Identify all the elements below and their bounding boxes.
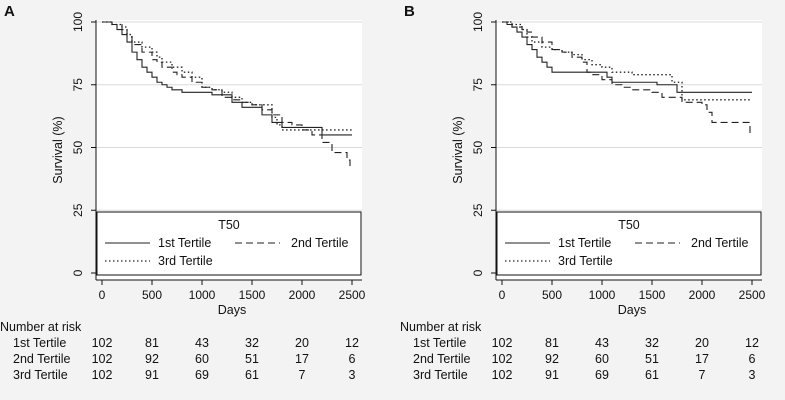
y-tick-label: 25 bbox=[71, 203, 85, 217]
legend-title: T50 bbox=[218, 218, 240, 232]
x-tick-label: 0 bbox=[499, 288, 506, 302]
risk-value: 61 bbox=[245, 368, 259, 382]
x-tick-label: 0 bbox=[99, 288, 106, 302]
legend-entry-1: 1st Tertile bbox=[158, 236, 211, 250]
legend: T50 1st Tertile 2nd Tertile 3rd Tertile bbox=[496, 211, 762, 276]
legend-entry-2: 2nd Tertile bbox=[691, 236, 748, 250]
x-tick-label: 2500 bbox=[739, 288, 766, 302]
risk-value: 60 bbox=[195, 352, 209, 366]
risk-row-label: 1st Tertile bbox=[13, 336, 66, 350]
risk-value: 102 bbox=[92, 368, 113, 382]
risk-value: 92 bbox=[545, 352, 559, 366]
risk-value: 102 bbox=[92, 336, 113, 350]
risk-table-title: Number at risk bbox=[400, 320, 482, 334]
risk-value: 81 bbox=[545, 336, 559, 350]
y-tick-label: 75 bbox=[471, 78, 485, 92]
x-tick-label: 500 bbox=[542, 288, 562, 302]
y-tick-label: 0 bbox=[471, 269, 485, 276]
panel-label: B bbox=[404, 3, 415, 20]
risk-row-label: 2nd Tertile bbox=[413, 352, 470, 366]
legend-entry-3: 3rd Tertile bbox=[158, 254, 213, 268]
y-tick-label: 50 bbox=[471, 141, 485, 155]
risk-value: 43 bbox=[595, 336, 609, 350]
legend-entry-3: 3rd Tertile bbox=[558, 254, 613, 268]
km-curve-1 bbox=[502, 21, 752, 93]
risk-value: 91 bbox=[545, 368, 559, 382]
x-tick-label: 1500 bbox=[639, 288, 666, 302]
risk-value: 17 bbox=[295, 352, 309, 366]
risk-table: Number at risk 1st Tertile 102 81 43 32 20 12 2n… bbox=[400, 320, 759, 382]
risk-value: 12 bbox=[745, 336, 759, 350]
risk-table-title: Number at risk bbox=[0, 320, 82, 334]
y-tick-label: 0 bbox=[71, 269, 85, 276]
km-curve-3 bbox=[102, 21, 352, 131]
risk-value: 3 bbox=[349, 368, 356, 382]
risk-value: 92 bbox=[145, 352, 159, 366]
risk-value: 20 bbox=[295, 336, 309, 350]
panel-label: A bbox=[4, 3, 15, 20]
risk-value: 51 bbox=[245, 352, 259, 366]
y-tick-label: 75 bbox=[71, 78, 85, 92]
risk-value: 81 bbox=[145, 336, 159, 350]
x-tick-label: 2000 bbox=[689, 288, 716, 302]
x-axis-label: Days bbox=[218, 303, 246, 317]
risk-value: 102 bbox=[492, 352, 513, 366]
y-axis-label: Survival (%) bbox=[51, 116, 65, 183]
risk-value: 102 bbox=[492, 336, 513, 350]
legend-entry-1: 1st Tertile bbox=[558, 236, 611, 250]
risk-table: Number at risk 1st Tertile 102 81 43 32 20 12 2n… bbox=[0, 320, 359, 382]
risk-value: 7 bbox=[699, 368, 706, 382]
y-axis-label: Survival (%) bbox=[451, 116, 465, 183]
km-curve-3 bbox=[502, 21, 752, 101]
x-tick-label: 500 bbox=[142, 288, 162, 302]
risk-value: 6 bbox=[749, 352, 756, 366]
risk-value: 60 bbox=[595, 352, 609, 366]
y-tick-label: 100 bbox=[71, 12, 85, 32]
km-curve-2 bbox=[102, 21, 352, 169]
x-tick-label: 1000 bbox=[589, 288, 616, 302]
y-tick-label: 50 bbox=[71, 141, 85, 155]
x-tick-label: 2000 bbox=[289, 288, 316, 302]
x-tick-label: 2500 bbox=[339, 288, 366, 302]
risk-value: 32 bbox=[645, 336, 659, 350]
legend-entry-2: 2nd Tertile bbox=[291, 236, 348, 250]
y-tick-label: 25 bbox=[471, 203, 485, 217]
risk-value: 102 bbox=[92, 352, 113, 366]
risk-row-label: 3rd Tertile bbox=[413, 368, 468, 382]
risk-value: 69 bbox=[595, 368, 609, 382]
risk-value: 61 bbox=[645, 368, 659, 382]
x-tick-label: 1000 bbox=[189, 288, 216, 302]
risk-value: 43 bbox=[195, 336, 209, 350]
y-tick-label: 100 bbox=[471, 12, 485, 32]
risk-value: 6 bbox=[349, 352, 356, 366]
risk-row-label: 2nd Tertile bbox=[13, 352, 70, 366]
risk-value: 69 bbox=[195, 368, 209, 382]
legend-title: T50 bbox=[618, 218, 640, 232]
legend: T50 1st Tertile 2nd Tertile 3rd Tertile bbox=[96, 211, 362, 276]
risk-value: 3 bbox=[749, 368, 756, 382]
risk-value: 51 bbox=[645, 352, 659, 366]
risk-value: 20 bbox=[695, 336, 709, 350]
risk-value: 91 bbox=[145, 368, 159, 382]
x-tick-label: 1500 bbox=[239, 288, 266, 302]
risk-row-label: 3rd Tertile bbox=[13, 368, 68, 382]
km-curve-1 bbox=[102, 21, 352, 136]
risk-value: 32 bbox=[245, 336, 259, 350]
risk-value: 102 bbox=[492, 368, 513, 382]
risk-value: 17 bbox=[695, 352, 709, 366]
risk-value: 12 bbox=[345, 336, 359, 350]
x-axis-label: Days bbox=[618, 303, 646, 317]
risk-row-label: 1st Tertile bbox=[413, 336, 466, 350]
risk-value: 7 bbox=[299, 368, 306, 382]
